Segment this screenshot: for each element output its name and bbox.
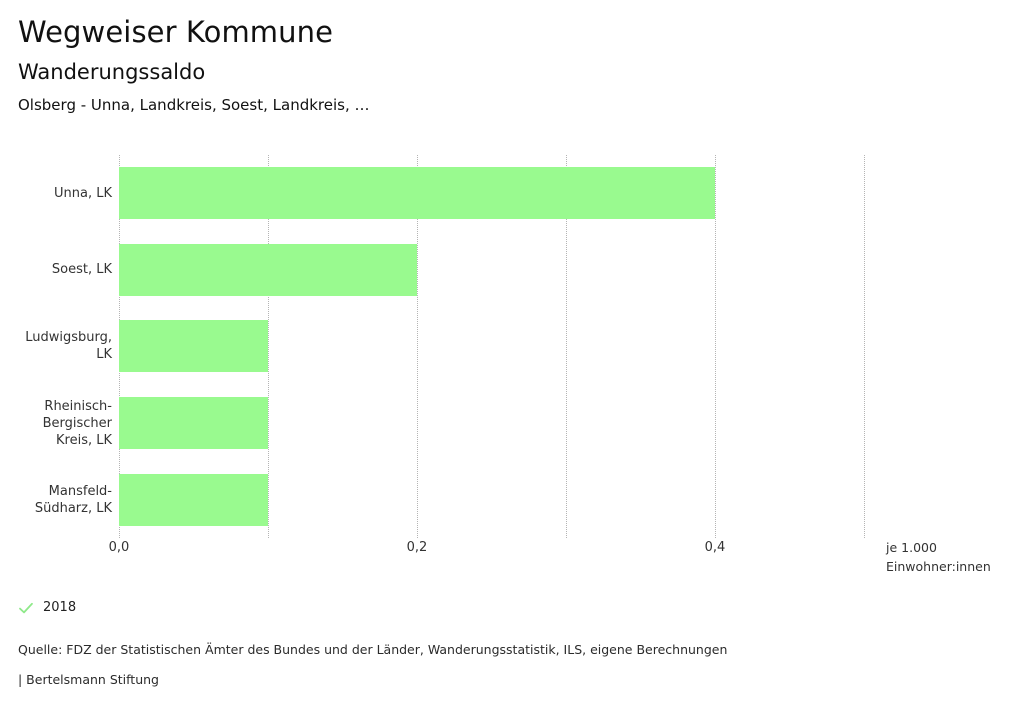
bar-row	[119, 308, 864, 385]
legend-item-label: 2018	[43, 600, 77, 615]
bar-row	[119, 385, 864, 462]
chart-plot: Unna, LK Soest, LK Ludwigsburg, LK Rheinisch…	[0, 155, 1024, 538]
y-axis-tick-label: Rheinisch- Bergischer Kreis, LK	[42, 398, 112, 448]
chart-footer: Quelle: FDZ der Statistischen Ämter des …	[18, 641, 1008, 689]
gridline	[864, 155, 865, 538]
x-axis-tick-label: 0,2	[406, 540, 428, 555]
plot-area	[119, 155, 865, 538]
chart-title: Wanderungssaldo	[18, 60, 206, 84]
source-note: Quelle: FDZ der Statistischen Ämter des …	[18, 642, 728, 657]
bar-row	[119, 232, 864, 309]
bar[interactable]	[119, 167, 715, 220]
gridline	[715, 155, 716, 538]
y-axis-tick-label: Ludwigsburg, LK	[25, 330, 112, 363]
gridline	[417, 155, 418, 538]
y-axis-labels: Unna, LK Soest, LK Ludwigsburg, LK Rheinisch…	[0, 155, 112, 538]
bar-series	[119, 155, 864, 538]
bar-row	[119, 461, 864, 538]
x-axis-ticks: 0,0 0,2 0,4	[0, 538, 1024, 562]
y-axis-tick-label: Mansfeld- Südharz, LK	[34, 483, 112, 516]
gridline	[566, 155, 567, 538]
bar[interactable]	[119, 473, 268, 526]
y-axis-tick-label: Unna, LK	[54, 185, 112, 201]
x-axis-tick-label: 0,4	[704, 540, 726, 555]
bar[interactable]	[119, 397, 268, 450]
unit-label-line: Einwohner:innen	[886, 559, 991, 574]
x-axis-tick-label: 0,0	[108, 540, 130, 555]
publisher-note: | Bertelsmann Stiftung	[18, 672, 159, 687]
check-icon	[19, 602, 33, 614]
x-axis-unit-label: je 1.000 Einwohner:innen	[886, 538, 1016, 576]
gridline	[268, 155, 269, 538]
bar[interactable]	[119, 320, 268, 373]
y-axis-tick-label: Soest, LK	[51, 262, 112, 278]
bar-row	[119, 155, 864, 232]
chart-legend[interactable]: 2018	[18, 600, 76, 616]
app-title: Wegweiser Kommune	[18, 15, 334, 49]
unit-label-line: je 1.000	[886, 540, 937, 555]
chart-subtitle: Olsberg - Unna, Landkreis, Soest, Landkr…	[18, 96, 370, 114]
chart-header: Wegweiser Kommune Wanderungssaldo Olsber…	[18, 14, 998, 115]
bar[interactable]	[119, 243, 417, 296]
